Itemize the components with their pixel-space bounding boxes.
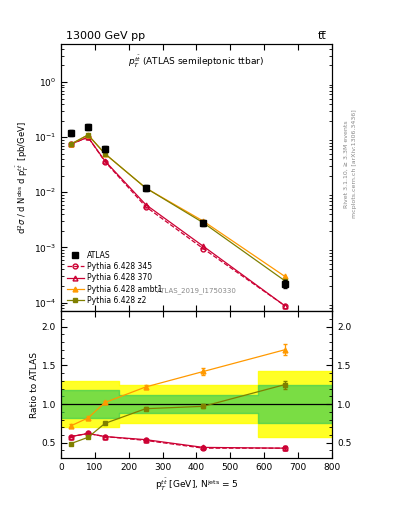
Text: mcplots.cern.ch [arXiv:1306.3436]: mcplots.cern.ch [arXiv:1306.3436] <box>352 110 357 218</box>
Text: 13000 GeV pp: 13000 GeV pp <box>66 31 145 41</box>
Legend: ATLAS, Pythia 6.428 345, Pythia 6.428 370, Pythia 6.428 ambt1, Pythia 6.428 z2: ATLAS, Pythia 6.428 345, Pythia 6.428 37… <box>65 248 165 307</box>
Y-axis label: d$^2\sigma$ / d N$^{\rm obs}$ d p$^{t\bar{t}}_{T}$  [pb/GeV]: d$^2\sigma$ / d N$^{\rm obs}$ d p$^{t\ba… <box>15 121 31 233</box>
Text: $p_T^{t\bar{t}}$ (ATLAS semileptonic ttbar): $p_T^{t\bar{t}}$ (ATLAS semileptonic ttb… <box>129 54 264 71</box>
Y-axis label: Ratio to ATLAS: Ratio to ATLAS <box>30 352 39 418</box>
Text: ATLAS_2019_I1750330: ATLAS_2019_I1750330 <box>156 287 237 294</box>
X-axis label: p$^{t\bar{t}}_{T}$ [GeV], N$^{\rm jets}$ = 5: p$^{t\bar{t}}_{T}$ [GeV], N$^{\rm jets}$… <box>154 476 239 493</box>
Text: Rivet 3.1.10, ≥ 3.3M events: Rivet 3.1.10, ≥ 3.3M events <box>344 120 349 208</box>
Text: tt̅: tt̅ <box>318 31 327 41</box>
